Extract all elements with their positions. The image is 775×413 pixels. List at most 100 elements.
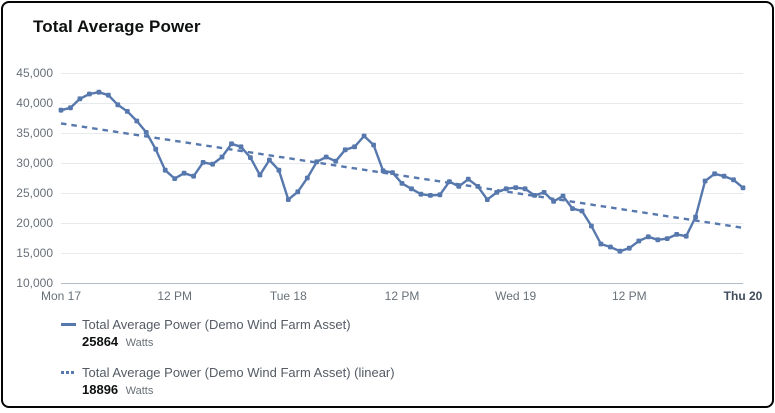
data-point-marker	[551, 199, 556, 204]
data-point-marker	[532, 193, 537, 198]
data-point-marker	[304, 175, 310, 181]
data-point-marker	[106, 92, 111, 98]
y-axis-tick-label: 25,000	[16, 186, 53, 200]
data-point-marker	[58, 107, 64, 113]
data-point-marker	[162, 167, 168, 173]
dashed-line-swatch-icon	[61, 371, 76, 374]
y-axis-labels: 45,000 40,000 35,000 30,000 25,000 20,000 15,0…	[3, 66, 53, 290]
data-point-marker	[219, 154, 225, 160]
data-point-marker	[447, 179, 452, 184]
data-point-marker	[456, 184, 462, 189]
data-point-marker	[68, 105, 73, 111]
legend-unit: Watts	[125, 385, 154, 397]
data-point-marker	[153, 146, 159, 152]
data-point-marker	[712, 171, 717, 177]
data-point-marker	[740, 185, 746, 191]
x-axis-tick-label: 12 PM	[384, 289, 420, 303]
data-point-marker	[380, 168, 386, 174]
data-point-marker	[285, 197, 291, 202]
data-point-marker	[598, 241, 604, 247]
legend-current-value: 18896	[82, 382, 119, 397]
legend-item-trend: Total Average Power (Demo Wind Farm Asse…	[61, 365, 395, 399]
data-point-marker	[731, 177, 736, 183]
data-point-marker	[267, 157, 272, 163]
data-point-marker	[257, 172, 263, 178]
data-point-marker	[570, 206, 575, 211]
x-axis-labels: Mon 17 12 PM Tue 18 12 PM Wed 19 12 PM Thu 20	[41, 289, 762, 305]
gridline	[61, 103, 743, 104]
legend-item-series: Total Average Power (Demo Wind Farm Asse…	[61, 317, 395, 351]
data-point-marker	[371, 142, 376, 148]
data-point-marker	[96, 89, 102, 95]
x-axis-tick-label: Mon 17	[40, 289, 82, 303]
trend-line	[60, 122, 744, 229]
data-point-marker	[342, 147, 348, 153]
data-point-marker	[200, 160, 206, 165]
data-point-marker	[626, 245, 632, 251]
y-axis-tick-label: 40,000	[16, 96, 53, 110]
data-point-marker	[352, 144, 357, 150]
legend-label: Total Average Power (Demo Wind Farm Asse…	[82, 317, 351, 332]
data-point-marker	[124, 109, 130, 114]
data-point-marker	[172, 176, 178, 181]
data-point-marker	[399, 181, 405, 186]
y-axis-tick-label: 15,000	[16, 246, 53, 260]
data-point-marker	[437, 192, 443, 198]
data-point-marker	[134, 118, 140, 124]
data-point-marker	[617, 248, 623, 254]
data-point-marker	[77, 96, 83, 102]
x-axis-tick-label: Thu 20	[723, 289, 763, 303]
data-point-marker	[494, 190, 500, 195]
data-point-marker	[645, 234, 651, 240]
data-point-marker	[361, 133, 367, 139]
data-point-marker	[560, 193, 566, 199]
chart-legend: Total Average Power (Demo Wind Farm Asse…	[61, 317, 395, 413]
data-point-marker	[674, 232, 680, 237]
data-point-marker	[475, 184, 481, 189]
y-axis-tick-label: 35,000	[16, 126, 53, 140]
data-point-marker	[589, 223, 594, 229]
data-point-marker	[210, 161, 215, 167]
line-chart-canvas[interactable]	[58, 73, 746, 283]
data-point-marker	[390, 170, 395, 175]
gridline	[61, 73, 743, 74]
data-point-marker	[608, 244, 613, 250]
data-point-marker	[683, 233, 689, 239]
data-point-marker	[465, 176, 471, 182]
data-point-marker	[181, 170, 187, 176]
data-point-marker	[636, 238, 642, 244]
data-point-marker	[721, 173, 727, 179]
x-axis-tick-label: 12 PM	[611, 289, 647, 303]
data-point-marker	[702, 178, 708, 184]
x-axis-tick-label: 12 PM	[157, 289, 192, 303]
data-point-marker	[314, 159, 320, 165]
y-axis-tick-label: 30,000	[16, 156, 53, 170]
gridline	[61, 253, 743, 254]
data-point-marker	[87, 91, 92, 97]
y-axis-tick-label: 20,000	[16, 216, 53, 230]
y-axis-tick-label: 45,000	[16, 66, 53, 80]
legend-current-value: 25864	[82, 334, 119, 349]
gridline	[61, 223, 743, 224]
data-point-marker	[115, 102, 121, 108]
data-point-marker	[418, 191, 424, 197]
data-point-marker	[295, 189, 301, 195]
x-axis-line	[61, 283, 743, 284]
y-axis-tick-label: 10,000	[16, 276, 53, 290]
data-point-marker	[484, 197, 490, 202]
data-point-marker	[503, 186, 509, 192]
gridline	[61, 163, 743, 164]
plot-area[interactable]	[58, 73, 746, 284]
data-point-marker	[143, 130, 149, 135]
data-point-marker	[333, 158, 339, 164]
legend-unit: Watts	[125, 337, 154, 349]
data-point-marker	[579, 208, 585, 214]
data-point-marker	[323, 154, 329, 160]
x-axis-tick-label: Tue 18	[269, 289, 307, 303]
data-point-marker	[191, 173, 196, 179]
data-point-marker	[693, 214, 698, 220]
data-point-marker	[238, 144, 244, 150]
data-point-marker	[513, 185, 519, 190]
